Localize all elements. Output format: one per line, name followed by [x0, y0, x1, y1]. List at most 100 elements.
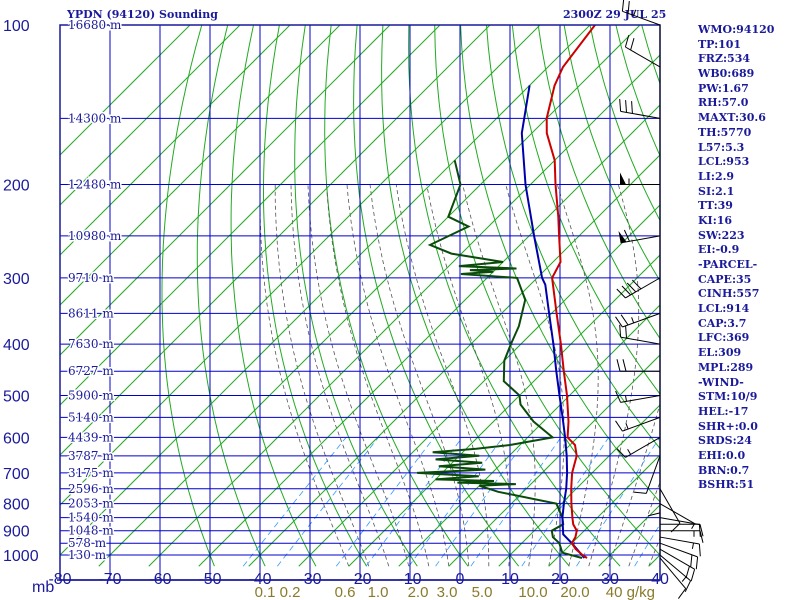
wind-barb-full: [621, 0, 625, 12]
mixing-ratio-line: [335, 437, 435, 567]
sounding-index-item: RH:57.0: [698, 96, 749, 110]
parcel-trace: [520, 85, 586, 559]
wind-barb-full: [631, 101, 633, 114]
wind-barb-full: [677, 588, 687, 599]
isotherm: [398, 304, 660, 567]
wind-barb-shaft: [659, 542, 698, 558]
sounding-index-item: KI:16: [698, 213, 733, 227]
sounding-index-item: CAPE:35: [698, 272, 752, 286]
temperature-tick-label: -80: [48, 571, 71, 588]
pressure-tick-label: 100: [3, 18, 30, 35]
dry-adiabat: [486, 25, 660, 450]
wind-barb-full: [670, 523, 681, 533]
sounding-index-item: HEL:-17: [698, 404, 749, 418]
sounding-index-item: L57:5.3: [698, 140, 745, 154]
sounding-index-item: MAXT:30.6: [698, 111, 766, 125]
temperature-tick-label: -50: [198, 571, 221, 588]
moist-adiabat: [462, 184, 536, 567]
mixing-ratio-line: [365, 437, 463, 567]
profile-traces: [417, 25, 596, 559]
pressure-unit-label: mb: [32, 579, 54, 596]
height-label: 3787 m: [68, 449, 114, 463]
temperature-tick-label: -10: [398, 571, 421, 588]
wind-barb-full: [695, 556, 699, 570]
sounding-index-item: SI:2.1: [698, 184, 735, 198]
wind-barb-shaft: [659, 517, 700, 525]
moist-adiabat: [326, 184, 430, 567]
wind-barb-shaft: [659, 554, 691, 582]
temperature-tick-label: 10: [501, 571, 519, 588]
sounding-index-item: PW:1.67: [698, 81, 749, 95]
pressure-tick-label: 500: [3, 388, 30, 405]
wind-barb-full: [625, 100, 627, 113]
isotherm: [198, 104, 660, 567]
wind-barb-shaft: [620, 235, 661, 244]
wind-barb-shaft: [622, 10, 661, 26]
dry-adiabat: [353, 25, 520, 567]
wind-barb-full: [699, 524, 704, 537]
mixing-ratio-label: 20.0: [560, 584, 589, 600]
moist-adiabat: [628, 480, 660, 567]
sounding-index-item: SRDS:24: [698, 434, 752, 448]
wind-barb-full: [616, 359, 621, 372]
wind-barb-half: [691, 523, 696, 530]
sounding-index-item: TP:101: [698, 37, 742, 51]
sounding-index-item: CINH:557: [698, 287, 760, 301]
wind-barb-full: [685, 566, 690, 579]
wind-barb-shaft: [622, 416, 661, 432]
height-label: 5140 m: [68, 410, 114, 424]
wind-barb-shaft: [659, 557, 687, 589]
dry-adiabat: [324, 25, 469, 567]
moist-adiabat: [290, 184, 390, 567]
isotherm: [298, 204, 660, 567]
sounding-index-item: EI:-0.9: [698, 243, 740, 257]
wind-barb-full: [624, 34, 630, 48]
plot-frame: [57, 24, 661, 581]
dry-adiabat: [230, 25, 317, 567]
moist-adiabat: [369, 184, 470, 567]
wind-barb-half: [627, 448, 632, 455]
sounding-index-item: EL:309: [698, 346, 742, 360]
wind-barb-full: [698, 543, 701, 557]
sounding-index-item: -PARCEL-: [698, 258, 758, 271]
moist-adiabat: [588, 184, 640, 567]
sounding-index-item: CAP:3.7: [698, 316, 747, 330]
dry-adiabat: [460, 25, 660, 503]
isotherm: [60, 25, 591, 556]
wind-barb-shaft: [625, 436, 661, 458]
isotherm: [60, 25, 241, 206]
height-label: 2596 m: [68, 482, 114, 496]
sounding-index-item: TH:5770: [698, 125, 752, 139]
wind-barb-full: [619, 98, 622, 112]
wind-barb-shaft: [645, 455, 661, 494]
sounding-index-item: LCL:914: [698, 302, 750, 316]
isotherm: [60, 25, 441, 406]
sounding-index-item: SW:223: [698, 228, 745, 242]
sounding-index-item: WB0:689: [698, 67, 755, 81]
moist-adiabat: [505, 184, 565, 567]
moist-adiabat: [426, 184, 511, 567]
sounding-index-item: EHI:0.0: [698, 448, 746, 462]
wind-barb-full: [619, 324, 622, 338]
sounding-indices: WMO:94120 TP:101 FRZ:534 WB0:689 PW:1.67 RH:5…: [698, 23, 798, 493]
temperature-tick-label: -30: [298, 571, 321, 588]
wind-barb-full: [699, 530, 704, 543]
height-label: 16680 m: [68, 18, 122, 32]
moist-adiabat: [274, 184, 370, 567]
isotherm: [60, 25, 341, 306]
wind-barb-full: [615, 420, 623, 432]
dry-adiabat: [196, 25, 266, 567]
height-label: 9710 m: [68, 271, 114, 285]
mixing-ratio-label: 0.2: [280, 584, 301, 600]
pressure-tick-label: 400: [3, 337, 30, 354]
temperature-tick-label: 20: [551, 571, 569, 588]
pressure-tick-label: 300: [3, 271, 30, 288]
wind-barb-shaft: [622, 312, 661, 328]
grid-lines: [60, 25, 660, 580]
wind-barb-shaft: [659, 548, 695, 570]
wind-barb-full: [690, 554, 693, 568]
mixing-ratio-label: 0.1: [255, 584, 276, 600]
mixing-ratio-label: 0.6: [335, 584, 356, 600]
height-label: 10980 m: [68, 229, 122, 243]
wind-barb-full: [690, 569, 696, 582]
